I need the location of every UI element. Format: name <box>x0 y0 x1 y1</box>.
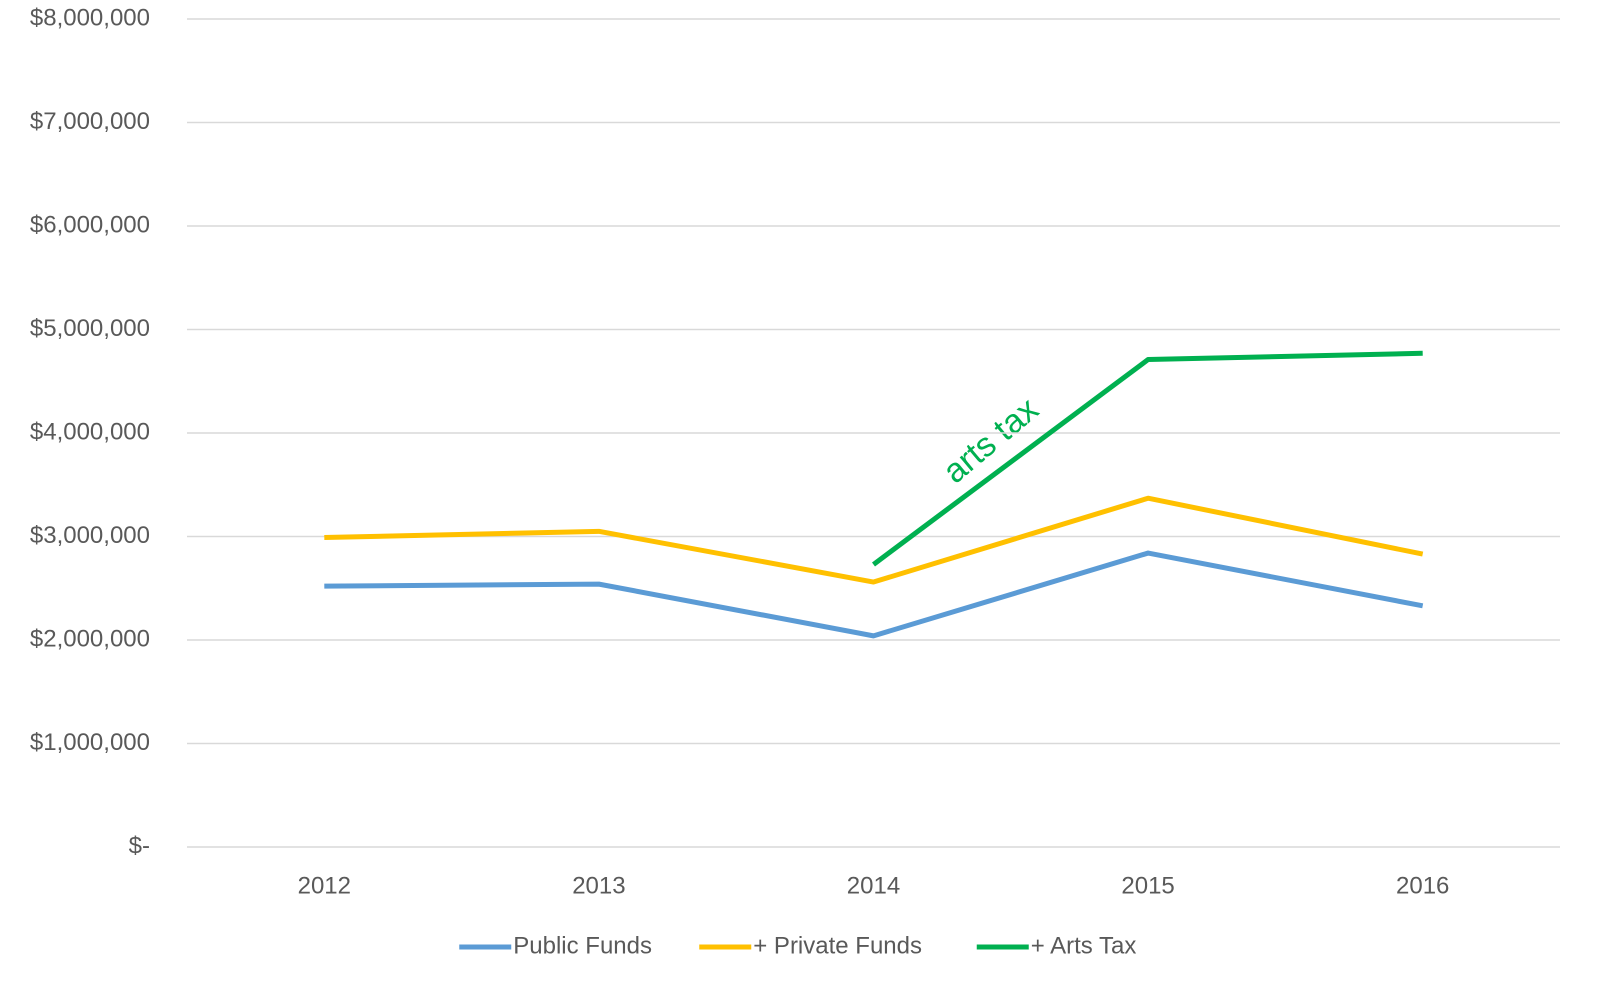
y-tick-label: $5,000,000 <box>30 315 150 342</box>
y-tick-label: $- <box>129 832 150 859</box>
x-tick-label: 2012 <box>298 872 351 899</box>
y-tick-label: $6,000,000 <box>30 211 150 238</box>
x-tick-label: 2016 <box>1396 872 1449 899</box>
legend-label: + Private Funds <box>753 932 922 959</box>
y-tick-label: $1,000,000 <box>30 729 150 756</box>
legend-label: Public Funds <box>513 932 652 959</box>
series-line <box>324 495 1424 585</box>
y-tick-label: $8,000,000 <box>30 4 150 31</box>
series-line <box>872 350 1423 567</box>
y-tick-label: $2,000,000 <box>30 625 150 652</box>
x-tick-label: 2014 <box>847 872 900 899</box>
y-tick-label: $3,000,000 <box>30 522 150 549</box>
y-tick-label: $7,000,000 <box>30 108 150 135</box>
legend-label: + Arts Tax <box>1031 932 1137 959</box>
x-tick-label: 2013 <box>572 872 625 899</box>
series-line <box>324 550 1424 639</box>
x-tick-label: 2015 <box>1121 872 1174 899</box>
y-tick-label: $4,000,000 <box>30 418 150 445</box>
